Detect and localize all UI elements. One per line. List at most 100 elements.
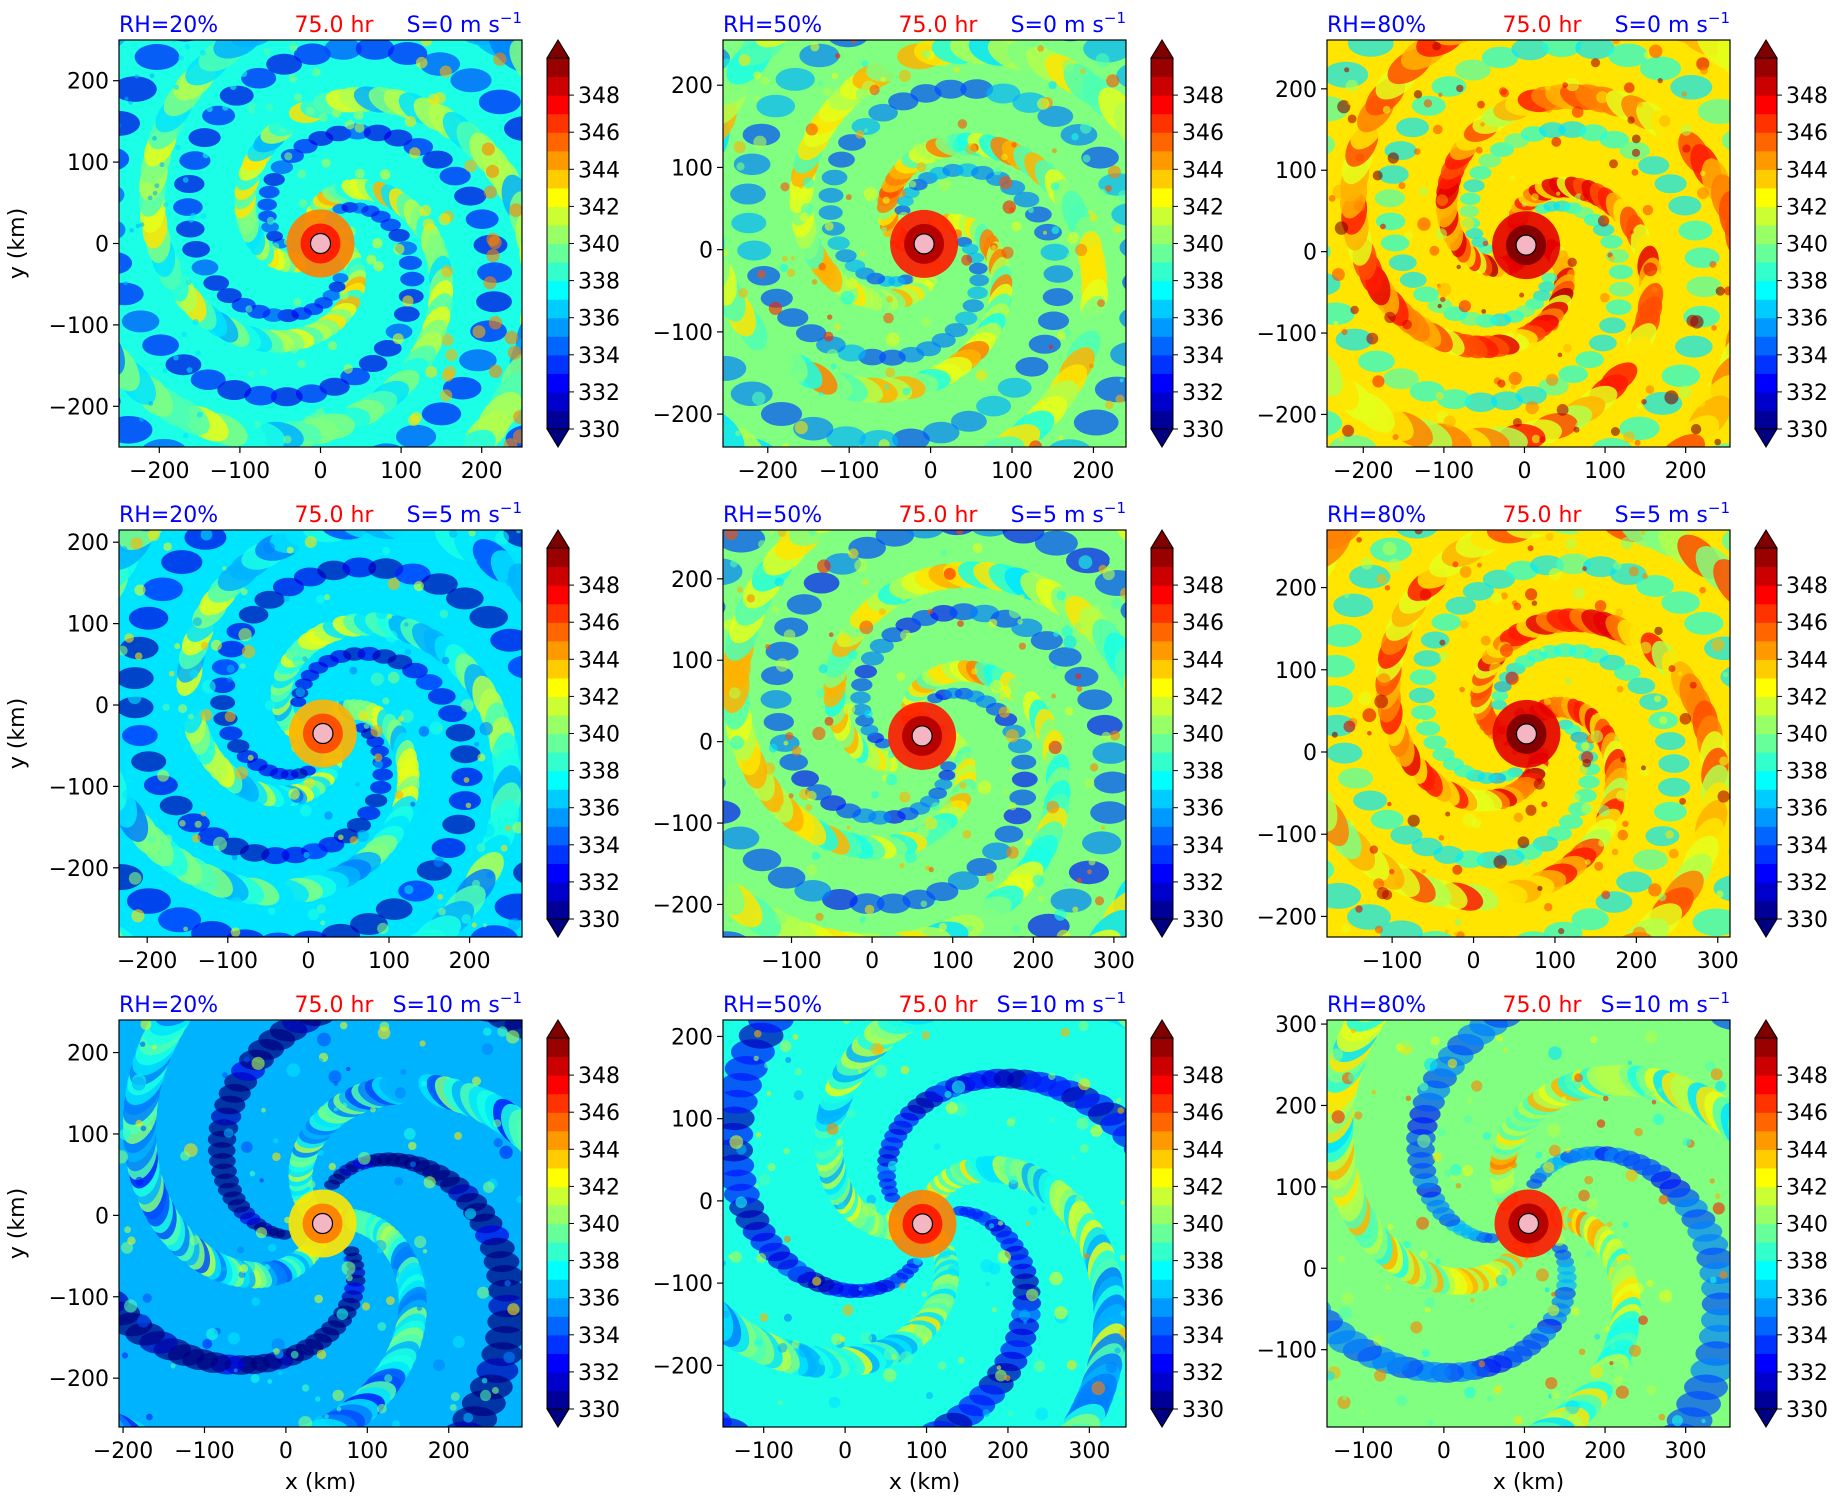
colorbar-level (547, 1279, 569, 1299)
colorbar-level (547, 881, 569, 902)
colorbar-level (1151, 113, 1173, 133)
colorbar-level (1151, 1371, 1173, 1392)
shear-exponent: −1 (1104, 499, 1126, 517)
y-tick-label: −100 (653, 812, 713, 837)
colorbar-tick-label: 344 (1182, 158, 1224, 183)
colorbar-tick-label: 340 (578, 723, 620, 748)
colorbar-level (1755, 696, 1777, 716)
colorbar-level (547, 132, 569, 152)
colorbar: 348 346 344 342 340 338 336 334 332 330 (1754, 529, 1828, 938)
colorbar: 348 346 344 342 340 338 336 334 332 330 (546, 1019, 620, 1428)
colorbar-level (547, 76, 569, 96)
x-tick-label: −200 (129, 459, 189, 484)
colorbar-tick-label: 338 (1182, 1250, 1224, 1275)
colorbar-tick-label: 334 (578, 834, 620, 859)
shear-label: S=0 m s−1 (407, 9, 522, 38)
colorbar-tick-label: 342 (1182, 1175, 1224, 1200)
x-tick-label: 0 (1467, 949, 1481, 974)
colorbar-level (1151, 169, 1173, 189)
axes-frame (722, 529, 1127, 938)
y-tick-label: 200 (1275, 78, 1317, 103)
shear-exponent: −1 (500, 9, 522, 27)
y-tick-label: 200 (671, 74, 713, 99)
rh-label: RH=20% (119, 993, 218, 1018)
colorbar-level (1151, 206, 1173, 226)
x-tick-label: 200 (1072, 459, 1114, 484)
x-tick-label: 100 (932, 949, 974, 974)
colorbar-tick-label: 342 (1182, 685, 1224, 710)
colorbar-tick-label: 348 (578, 574, 620, 599)
colorbar-extend-max (1754, 1019, 1778, 1039)
colorbar-tick-label: 340 (1786, 233, 1828, 258)
colorbar-level (547, 1093, 569, 1113)
colorbar-level (1755, 113, 1777, 133)
colorbar-level (547, 752, 569, 772)
x-axis-label: x (km) (889, 1470, 960, 1495)
colorbar-level (1755, 1260, 1777, 1280)
colorbar-level (1151, 1075, 1173, 1095)
colorbar-level (1755, 677, 1777, 697)
colorbar-level (1755, 1242, 1777, 1262)
shear-label: S=5 m s−1 (407, 499, 522, 528)
y-tick-label: 100 (1275, 1176, 1317, 1201)
colorbar-tick-label: 332 (578, 381, 620, 406)
colorbar-tick-label: 330 (1182, 418, 1224, 443)
colorbar-level (547, 187, 569, 207)
y-tick-label: −100 (49, 314, 109, 339)
colorbar-level (547, 262, 569, 282)
colorbar-level (1151, 354, 1173, 374)
colorbar-level (547, 336, 569, 356)
time-label: 75.0 hr (1503, 13, 1583, 38)
colorbar-tick-label: 338 (578, 760, 620, 785)
colorbar-level (1755, 659, 1777, 679)
colorbar-level (547, 548, 569, 568)
colorbar-extend-min (1754, 1408, 1778, 1428)
colorbar-tick-label: 338 (578, 1250, 620, 1275)
shear-value: S=0 m s (1615, 13, 1708, 38)
colorbar-tick-label: 344 (1786, 1138, 1828, 1163)
colorbar-level (1755, 826, 1777, 846)
shear-exponent: −1 (1104, 9, 1126, 27)
y-tick-label: 0 (1303, 1257, 1317, 1282)
colorbar-level (547, 789, 569, 809)
x-tick-label: −100 (210, 459, 270, 484)
x-tick-label: 100 (1584, 459, 1626, 484)
y-tick-label: 200 (67, 531, 109, 556)
colorbar-level (1151, 548, 1173, 568)
x-tick-label: 0 (838, 1439, 852, 1464)
axes-frame (1326, 529, 1731, 938)
colorbar-tick-label: 330 (1786, 908, 1828, 933)
x-tick-label: −200 (1333, 459, 1393, 484)
colorbar-level (1755, 1223, 1777, 1243)
x-tick-label: 100 (346, 1439, 388, 1464)
colorbar-tick-label: 330 (1786, 418, 1828, 443)
y-tick-label: −200 (49, 395, 109, 420)
colorbar-level (1151, 1353, 1173, 1373)
colorbar-level (1755, 789, 1777, 809)
axes-frame (118, 529, 523, 938)
colorbar-level (547, 1260, 569, 1280)
colorbar-tick-label: 348 (578, 84, 620, 109)
colorbar-level (1151, 373, 1173, 393)
y-tick-label: −200 (49, 1367, 109, 1392)
colorbar-level (547, 1371, 569, 1392)
time-label: 75.0 hr (899, 13, 979, 38)
x-tick-label: −100 (761, 949, 821, 974)
shear-value: S=5 m s (1615, 503, 1708, 528)
colorbar-extend-min (1754, 428, 1778, 448)
colorbar-level (1755, 1297, 1777, 1317)
y-tick-label: −200 (49, 857, 109, 882)
colorbar-level (1755, 1075, 1777, 1095)
colorbar-tick-label: 338 (1182, 270, 1224, 295)
colorbar-level (547, 659, 569, 679)
colorbar-level (1755, 132, 1777, 152)
colorbar-level (1151, 243, 1173, 263)
colorbar-level (1151, 262, 1173, 282)
colorbar-level (547, 1297, 569, 1317)
y-tick-label: 0 (699, 239, 713, 264)
colorbar-tick-label: 340 (1182, 1213, 1224, 1238)
colorbar-tick-label: 346 (578, 1101, 620, 1126)
colorbar-tick-label: 336 (1786, 797, 1828, 822)
x-tick-label: 0 (314, 459, 328, 484)
